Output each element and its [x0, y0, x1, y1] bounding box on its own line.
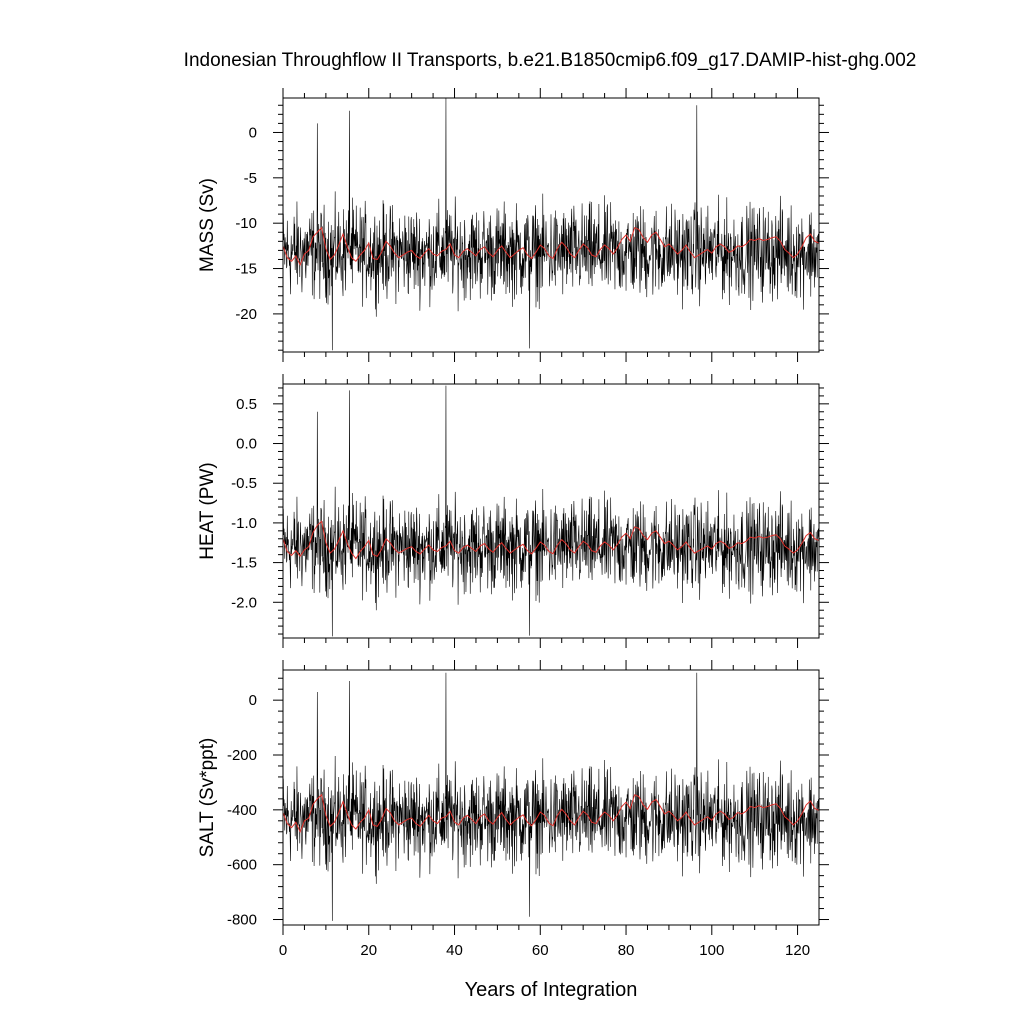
panel-1: 0 -5 -10 -15 -20 MASS (Sv) [197, 88, 829, 362]
annual-smooth-series-line [282, 520, 820, 560]
y-tick-label: -800 [227, 912, 257, 929]
y-tick-label: -1.0 [231, 515, 257, 532]
y-tick-label: 0.5 [236, 396, 257, 413]
y-tick-label: -2.0 [231, 594, 257, 611]
y-tick-label: -10 [235, 215, 257, 232]
monthly-series-line [282, 672, 820, 921]
panel-2: 0.5 0.0 -0.5 -1.0 -1.5 -2.0 HEAT (PW) [197, 374, 829, 648]
panel-3: 0 20 40 60 80 100 120 0 -200 -400 -600 -800 SALT (Sv… [197, 660, 829, 959]
y-tick-label: -600 [227, 857, 257, 874]
plot-frame [282, 669, 820, 926]
y-tick-label: -5 [244, 170, 257, 187]
x-tick-label: 100 [699, 942, 724, 959]
x-tick-label: 60 [532, 942, 549, 959]
y-tick-label: -0.5 [231, 475, 257, 492]
y-tick-label: -20 [235, 306, 257, 323]
plot-frame [282, 97, 820, 353]
y-axis-label: MASS (Sv) [197, 178, 218, 272]
annual-smooth-series-line [282, 226, 820, 267]
panels: 0 -5 -10 -15 -20 MASS (Sv) 0.5 0.0 -0.5 -1.0 -1.5 -… [197, 88, 829, 959]
y-axis-label: HEAT (PW) [197, 462, 218, 559]
y-tick-label: -15 [235, 261, 257, 278]
y-tick-label: 0 [249, 124, 257, 141]
x-tick-label: 80 [618, 942, 635, 959]
plot-frame [282, 383, 820, 639]
x-tick-label: 0 [279, 942, 287, 959]
y-tick-label: -200 [227, 747, 257, 764]
y-tick-label: -400 [227, 802, 257, 819]
y-tick-label: 0.0 [236, 436, 257, 453]
y-tick-label: -1.5 [231, 555, 257, 572]
x-tick-label: 40 [446, 942, 463, 959]
x-tick-label: 120 [785, 942, 810, 959]
y-tick-label: 0 [249, 692, 257, 709]
monthly-series-line [282, 97, 820, 351]
figure-title: Indonesian Throughflow II Transports, b.… [184, 50, 917, 71]
x-tick-label: 20 [360, 942, 377, 959]
y-axis-label: SALT (Sv*ppt) [197, 738, 218, 858]
x-axis-label: Years of Integration [465, 979, 638, 1001]
annual-smooth-series-line [282, 793, 820, 834]
monthly-series-line [282, 385, 820, 637]
